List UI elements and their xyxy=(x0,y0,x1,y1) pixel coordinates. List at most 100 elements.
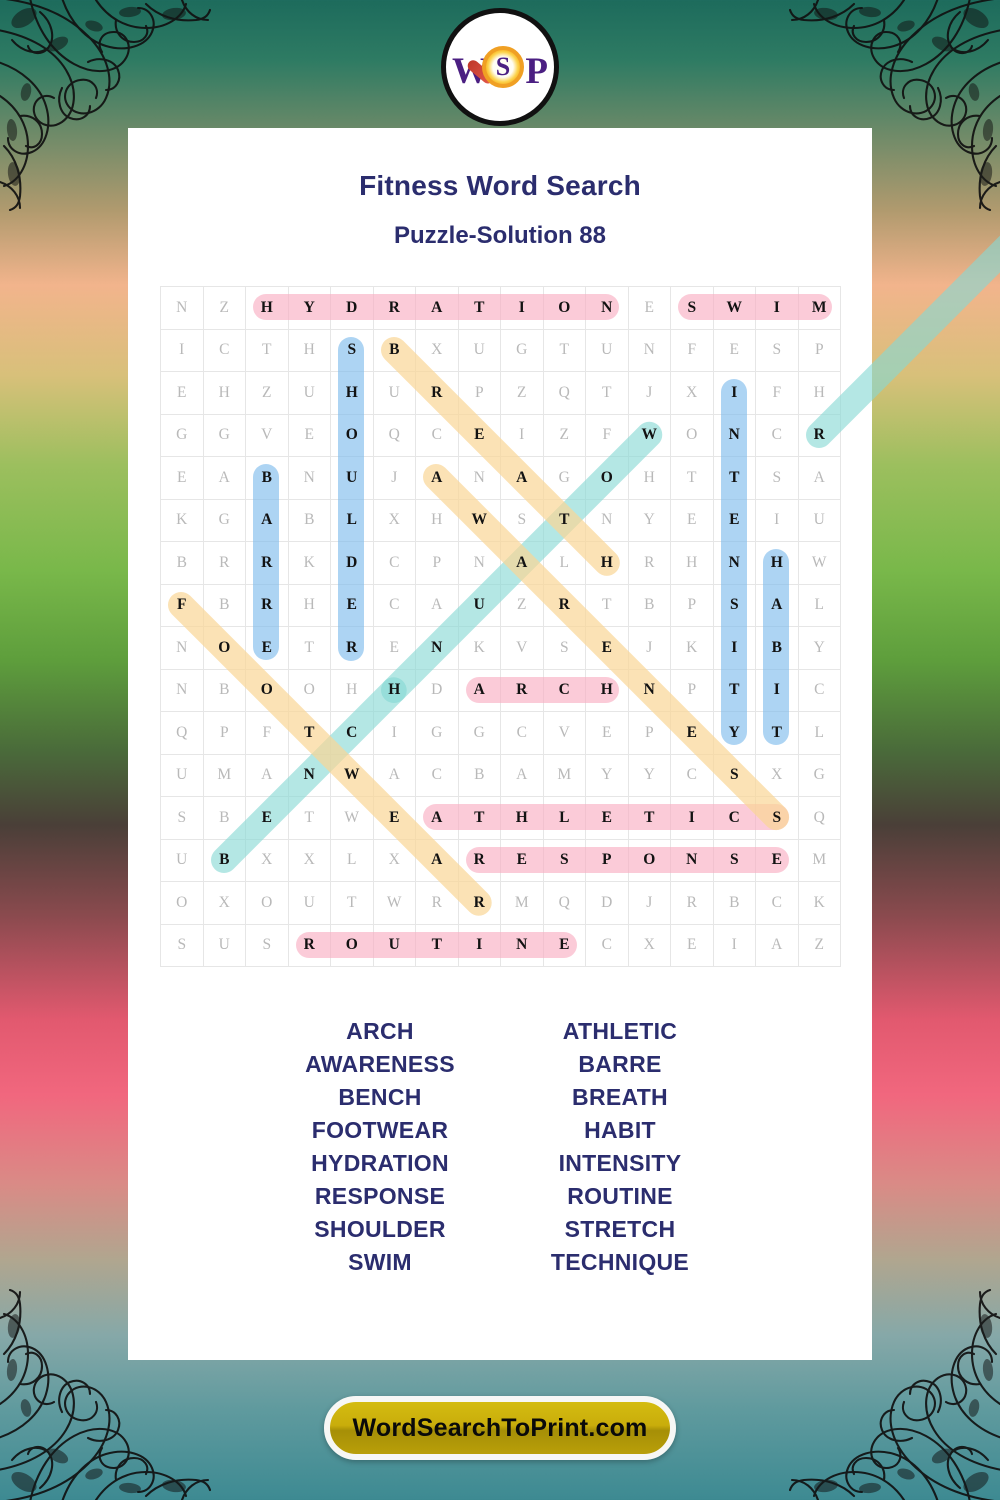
grid-letter: X xyxy=(643,936,655,954)
grid-cell: O xyxy=(245,668,289,712)
grid-cell: F xyxy=(670,328,714,372)
grid-letter: Y xyxy=(601,766,613,784)
grid-cell: P xyxy=(457,371,501,415)
grid-letter: Q xyxy=(176,723,188,741)
grid-letter: X xyxy=(303,851,315,869)
grid-cell: E xyxy=(245,796,289,840)
grid-cell: E xyxy=(585,796,629,840)
grid-cell: U xyxy=(287,371,331,415)
grid-cell: M xyxy=(797,286,841,330)
grid-letter: C xyxy=(558,681,570,699)
grid-letter: R xyxy=(558,596,570,614)
grid-letter: H xyxy=(431,511,443,529)
grid-cell: C xyxy=(585,923,629,967)
grid-cell: A xyxy=(755,583,799,627)
grid-letter: B xyxy=(389,341,400,359)
grid-cell: Y xyxy=(627,753,671,797)
grid-cell: N xyxy=(160,286,204,330)
grid-cell: J xyxy=(627,881,671,925)
grid-letter: H xyxy=(643,468,655,486)
grid-cell: S xyxy=(755,456,799,500)
grid-cell: S xyxy=(542,626,586,670)
grid-letter: Q xyxy=(388,426,400,444)
grid-letter: S xyxy=(177,808,187,826)
grid-cell: Q xyxy=(542,881,586,925)
grid-letter: X xyxy=(388,851,400,869)
grid-cell: I xyxy=(372,711,416,755)
grid-cell: A xyxy=(415,583,459,627)
grid-letter: S xyxy=(559,638,569,656)
grid-cell: F xyxy=(755,371,799,415)
grid-letter: X xyxy=(686,383,698,401)
grid-letter: U xyxy=(601,341,613,359)
grid-letter: S xyxy=(262,936,272,954)
grid-cell: X xyxy=(287,838,331,882)
grid-letter: S xyxy=(772,808,782,826)
word-list-item: FOOTWEAR xyxy=(311,1117,449,1143)
grid-cell: K xyxy=(797,881,841,925)
grid-cell: E xyxy=(627,286,671,330)
grid-letter: E xyxy=(601,638,612,656)
grid-cell: V xyxy=(542,711,586,755)
grid-cell: E xyxy=(755,838,799,882)
grid-letter: O xyxy=(261,893,273,911)
grid-letter: R xyxy=(473,851,485,869)
grid-letter: R xyxy=(644,553,655,571)
grid-cell: T xyxy=(457,286,501,330)
grid-cell: E xyxy=(712,498,756,542)
grid-cell: L xyxy=(330,498,374,542)
grid-cell: U xyxy=(160,838,204,882)
grid-letter: G xyxy=(218,426,230,444)
grid-cell: B xyxy=(202,583,246,627)
grid-letter: Y xyxy=(813,638,825,656)
grid-cell: U xyxy=(202,923,246,967)
grid-letter: E xyxy=(516,851,527,869)
grid-letter: A xyxy=(771,936,783,954)
grid-cell: H xyxy=(585,668,629,712)
grid-letter: Z xyxy=(262,383,272,401)
grid-cell: H xyxy=(245,286,289,330)
grid-letter: U xyxy=(813,511,825,529)
grid-letter: P xyxy=(687,681,697,699)
website-button[interactable]: WordSearchToPrint.com xyxy=(324,1396,676,1460)
grid-cell: C xyxy=(542,668,586,712)
grid-letter: C xyxy=(771,426,782,444)
grid-letter: O xyxy=(686,426,698,444)
grid-cell: R xyxy=(415,881,459,925)
grid-letter: E xyxy=(346,596,357,614)
wsp-logo: W P S xyxy=(441,8,559,126)
grid-letter: Z xyxy=(559,426,569,444)
grid-letter: U xyxy=(218,936,230,954)
grid-cell: H xyxy=(287,583,331,627)
grid-cell: E xyxy=(330,583,374,627)
grid-cell: B xyxy=(627,583,671,627)
grid-cell: S xyxy=(160,923,204,967)
grid-cell: H xyxy=(330,371,374,415)
grid-cell: C xyxy=(712,796,756,840)
grid-letter: E xyxy=(389,808,400,826)
grid-letter: T xyxy=(474,298,485,316)
grid-cell: J xyxy=(627,371,671,415)
grid-cell: U xyxy=(457,328,501,372)
grid-cell: R xyxy=(330,626,374,670)
grid-cell: L xyxy=(330,838,374,882)
grid-cell: K xyxy=(160,498,204,542)
grid-cell: X xyxy=(670,371,714,415)
grid-cell: T xyxy=(457,796,501,840)
grid-cell: S xyxy=(245,923,289,967)
grid-cell: W xyxy=(627,413,671,457)
grid-letter: A xyxy=(516,468,528,486)
grid-cell: E xyxy=(542,923,586,967)
grid-cell: W xyxy=(797,541,841,585)
grid-letter: E xyxy=(304,426,314,444)
grid-letter: P xyxy=(644,723,654,741)
grid-cell: I xyxy=(500,286,544,330)
grid-cell: S xyxy=(330,328,374,372)
grid-cell: A xyxy=(797,456,841,500)
grid-letter: M xyxy=(811,298,827,316)
grid-letter: X xyxy=(388,511,400,529)
grid-letter: D xyxy=(346,298,358,316)
